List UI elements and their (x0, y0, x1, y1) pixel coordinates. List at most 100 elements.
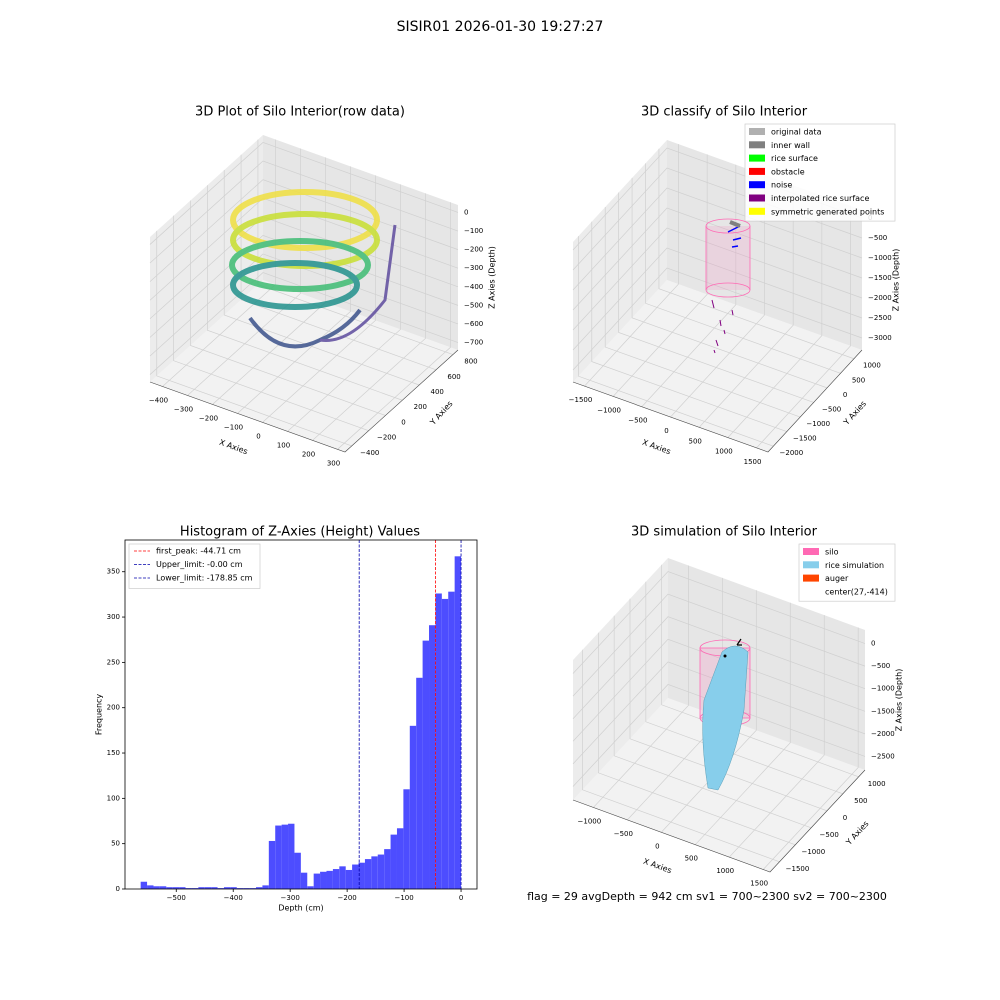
bar (179, 887, 186, 889)
grid-line (572, 616, 866, 719)
x-tick-label: 500 (688, 437, 701, 445)
wall (729, 220, 741, 228)
grid-line (572, 571, 866, 674)
bar (422, 640, 430, 889)
y-tick-label: 300 (107, 613, 120, 621)
bar (390, 834, 397, 889)
bar (249, 888, 257, 889)
ring (230, 260, 360, 310)
grid-line (593, 565, 689, 808)
bar (223, 887, 231, 889)
grid-line (695, 602, 791, 845)
z-tick-label: −100 (464, 227, 483, 235)
bar (204, 887, 212, 889)
legend-swatch (803, 574, 819, 582)
x-tick-label: −200 (338, 894, 357, 902)
y-tick-label: 0 (843, 814, 847, 822)
rice-surface (702, 645, 749, 791)
y-tick-label: 150 (107, 749, 120, 757)
bar (211, 887, 218, 889)
footer: flag = 29 avgDepth = 942 cm sv1 = 700~23… (527, 890, 887, 903)
z-tick-label: −300 (464, 264, 483, 272)
legend-label: first_peak: -44.71 cm (156, 547, 241, 556)
grid-line (582, 649, 780, 863)
y-tick-label: 1000 (863, 362, 881, 370)
x-tick-label: −300 (174, 405, 193, 413)
silo-simulation (699, 638, 751, 791)
grid-line (762, 627, 859, 870)
bar (435, 593, 442, 889)
y-tick-label: −1500 (793, 435, 817, 443)
x-tick-label: −300 (281, 894, 300, 902)
z-tick-label: −2000 (868, 294, 892, 302)
legend-swatch (749, 141, 765, 149)
grid-line (149, 160, 459, 264)
x-tick-label: −100 (394, 894, 413, 902)
bar (320, 871, 327, 889)
cylinder-fill (706, 226, 750, 290)
y-tick-label: 0 (116, 885, 120, 893)
grid-line (584, 144, 679, 387)
floor-pane (150, 280, 458, 452)
x-tick-label: −100 (224, 423, 243, 431)
legend-label: noise (771, 181, 792, 190)
legend-label: obstacle (771, 167, 805, 176)
bar (396, 828, 404, 889)
x-tick-label: −1000 (578, 817, 602, 825)
grid-line (631, 177, 828, 389)
z-tick-label: −2500 (868, 314, 892, 322)
bar (429, 625, 436, 889)
bar (448, 591, 455, 889)
z-tick-label: −1500 (871, 707, 895, 715)
y-tick-label: −200 (377, 434, 396, 442)
silo-classify (705, 218, 751, 354)
right-pane (668, 558, 865, 770)
bar (307, 886, 314, 889)
z-tick-label: −600 (464, 320, 483, 328)
y-tick-label: 200 (414, 403, 427, 411)
y-tick-label: 200 (107, 704, 120, 712)
grid-line (287, 184, 401, 432)
legend-label: inner wall (771, 141, 810, 150)
grid-line (572, 661, 866, 765)
x-tick-label: −500 (628, 417, 647, 425)
z-tick-label: −2500 (871, 752, 895, 760)
z-tick-label: 0 (464, 208, 468, 216)
bar (416, 677, 423, 889)
x-tick-label: 1500 (744, 458, 762, 466)
z-tick-label: −400 (464, 283, 483, 291)
grid-line (641, 164, 737, 407)
y-axis-label: Frequency (95, 694, 104, 736)
grid-line (591, 221, 787, 432)
bar (191, 888, 199, 889)
grid-line (572, 207, 863, 311)
legend-label: original data (771, 128, 822, 137)
y-tick-label: 500 (854, 797, 867, 805)
legend-swatch (749, 194, 765, 202)
axis-line (149, 349, 459, 453)
grid-line (572, 187, 863, 291)
bar (313, 873, 321, 889)
grid-line (578, 236, 774, 447)
z-axis-label: Z Axies (Depth) (892, 249, 901, 312)
y-tick-label: 600 (447, 373, 460, 381)
panel-title: 3D classify of Silo Interior (641, 105, 808, 120)
grid-line (149, 272, 459, 375)
legend-swatch (803, 548, 819, 555)
z-tick-label: −3000 (868, 334, 892, 342)
grid-line (670, 175, 765, 418)
grid-line (698, 185, 794, 428)
z-axis-label: Z Axies (Depth) (488, 246, 497, 309)
arc (319, 224, 397, 342)
z-tick-label: −700 (464, 339, 483, 347)
z-tick-label: −200 (464, 246, 483, 254)
legend-swatch (749, 154, 765, 162)
legend-label: center(27,-414) (825, 587, 888, 596)
grid-line (173, 215, 369, 432)
bar (345, 869, 353, 889)
bar (384, 849, 391, 889)
bar (236, 888, 244, 889)
legend-swatch (749, 181, 765, 189)
auger (736, 638, 742, 646)
grid-line (187, 148, 301, 396)
